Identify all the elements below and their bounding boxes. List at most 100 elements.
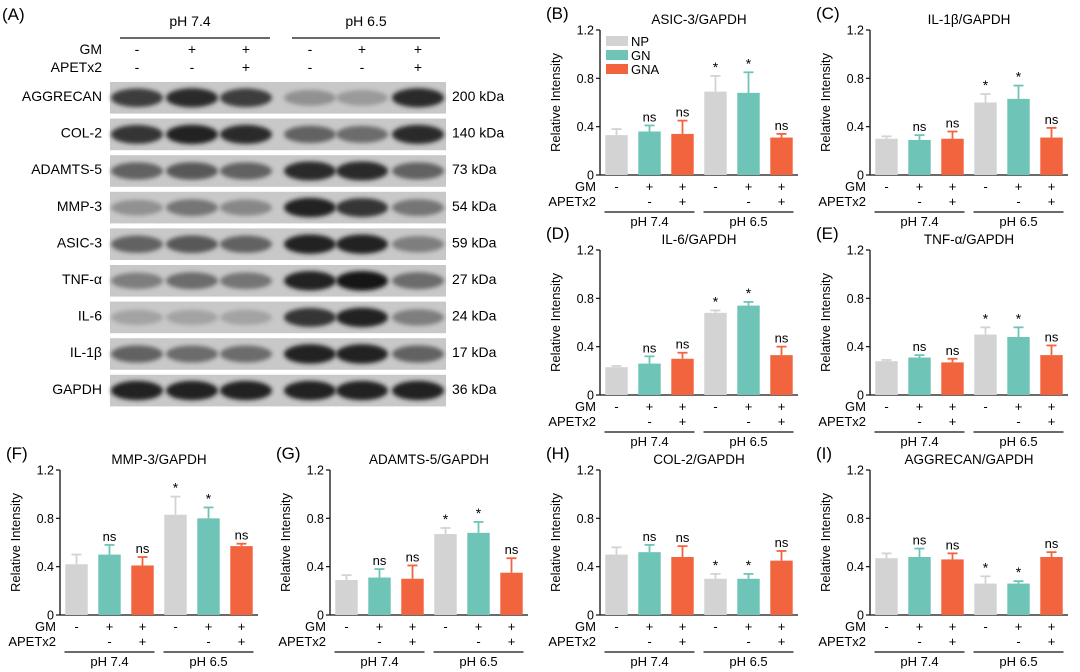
- blot-band: [336, 161, 388, 181]
- x-row-label-gm: GM: [305, 619, 326, 634]
- blot-kda-label: 73 kDa: [452, 161, 497, 177]
- apetx2-mark: +: [679, 194, 687, 209]
- y-axis-label: Relative Intensity: [818, 493, 833, 592]
- apetx2-mark: -: [647, 414, 651, 429]
- significance-star: *: [206, 490, 212, 506]
- group-label: pH 6.5: [999, 214, 1037, 229]
- blot-band: [220, 380, 272, 401]
- y-axis-label: Relative Intensity: [818, 53, 833, 152]
- blot-row: GAPDH 36 kDa: [52, 374, 497, 407]
- bar: [638, 131, 661, 175]
- gm-mark: -: [713, 619, 717, 634]
- chart-title: IL-1β/GAPDH: [928, 12, 1011, 27]
- group-label: pH 6.5: [459, 654, 497, 669]
- panel-letter-c: (C): [816, 4, 840, 23]
- apetx2-mark: -: [746, 634, 750, 649]
- significance-ns: ns: [913, 339, 927, 354]
- blot-row: ASIC-3 59 kDa: [57, 228, 497, 260]
- significance-star: *: [746, 55, 752, 71]
- bar: [974, 102, 997, 175]
- bar: [737, 305, 760, 395]
- significance-star: *: [983, 77, 989, 93]
- bar: [770, 560, 793, 615]
- blot-apetx2-mark: +: [414, 59, 422, 75]
- blot-band: [392, 272, 444, 290]
- significance-ns: ns: [1045, 112, 1059, 127]
- gm-mark: -: [884, 179, 888, 194]
- y-tick-label: 0.4: [847, 120, 864, 134]
- group-label: pH 6.5: [729, 654, 767, 669]
- panel-letter-b: (B): [546, 4, 569, 23]
- gm-mark: +: [106, 619, 114, 634]
- gm-mark: -: [344, 619, 348, 634]
- apetx2-mark: -: [647, 194, 651, 209]
- panel-letter-g: (G): [276, 444, 301, 463]
- blot-kda-label: 24 kDa: [452, 308, 497, 324]
- gm-mark: -: [983, 179, 987, 194]
- significance-ns: ns: [775, 118, 789, 133]
- significance-ns: ns: [373, 553, 387, 568]
- blot-band: [336, 125, 388, 143]
- x-row-label-gm: GM: [575, 399, 596, 414]
- gm-mark: -: [173, 619, 177, 634]
- bar: [908, 557, 931, 615]
- apetx2-mark: +: [1048, 414, 1056, 429]
- group-label: pH 6.5: [189, 654, 227, 669]
- x-row-label-apetx2: APETx2: [8, 634, 56, 649]
- blot-band: [284, 344, 336, 364]
- blot-apetx2-mark: -: [308, 59, 313, 75]
- significance-ns: ns: [505, 542, 519, 557]
- apetx2-mark: +: [1048, 634, 1056, 649]
- group-label: pH 6.5: [729, 434, 767, 449]
- gm-mark: -: [614, 399, 618, 414]
- blot-row: AGGRECAN 200 kDa: [22, 82, 504, 114]
- y-tick-label: 0.4: [847, 340, 864, 354]
- blot-band: [111, 235, 163, 253]
- blot-band: [392, 124, 444, 144]
- significance-ns: ns: [946, 116, 960, 131]
- apetx2-mark: -: [746, 194, 750, 209]
- bar: [1007, 337, 1030, 395]
- group-label: pH 7.4: [900, 214, 938, 229]
- significance-star: *: [713, 557, 719, 573]
- blot-kda-label: 27 kDa: [452, 271, 497, 287]
- chart-title: AGGRECAN/GAPDH: [904, 452, 1033, 467]
- group-label: pH 6.5: [999, 654, 1037, 669]
- y-axis-label: Relative Intensity: [278, 493, 293, 592]
- bar: [770, 137, 793, 175]
- bar: [1007, 98, 1030, 175]
- group-label: pH 7.4: [630, 434, 668, 449]
- bar: [770, 355, 793, 395]
- blot-band: [336, 344, 388, 364]
- blot-band: [336, 307, 388, 328]
- blot-row-label-apetx2: APETx2: [51, 59, 103, 75]
- group-label: pH 7.4: [900, 434, 938, 449]
- significance-star: *: [746, 557, 752, 573]
- blot-gm-mark: +: [242, 41, 250, 57]
- bar: [704, 91, 727, 175]
- chart-title: ADAMTS-5/GAPDH: [369, 452, 489, 467]
- gm-mark: -: [884, 399, 888, 414]
- blot-band: [220, 162, 272, 180]
- significance-ns: ns: [946, 537, 960, 552]
- y-tick-label: 1.2: [577, 244, 594, 258]
- blot-band: [166, 124, 218, 145]
- legend-swatch: [606, 50, 628, 60]
- blot-band: [392, 162, 444, 180]
- blot-protein-label: ADAMTS-5: [31, 161, 102, 177]
- significance-ns: ns: [946, 343, 960, 358]
- x-row-label-apetx2: APETx2: [548, 194, 596, 209]
- blot-band: [336, 270, 388, 291]
- gm-mark: +: [778, 399, 786, 414]
- significance-star: *: [1016, 564, 1022, 580]
- blot-row: COL-2 140 kDa: [61, 118, 504, 151]
- y-tick-label: 0.8: [847, 512, 864, 526]
- y-tick-label: 1.2: [577, 464, 594, 478]
- apetx2-mark: +: [778, 634, 786, 649]
- blot-band: [284, 161, 336, 181]
- group-label: pH 7.4: [90, 654, 128, 669]
- blot-band: [220, 235, 272, 253]
- chart-panel-aggrecan: (I) AGGRECAN/GAPDH Relative Intensity 0 0.4 0…: [816, 444, 1068, 669]
- apetx2-mark: -: [917, 414, 921, 429]
- significance-ns: ns: [643, 340, 657, 355]
